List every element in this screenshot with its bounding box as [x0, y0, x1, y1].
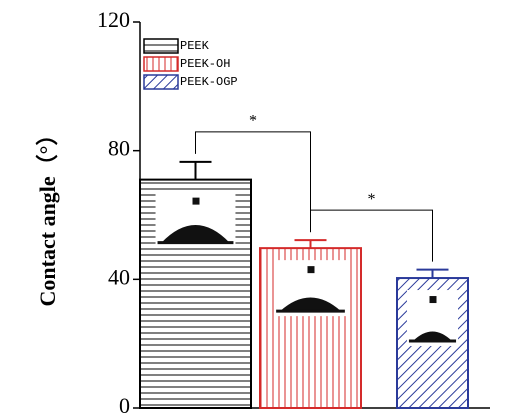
y-tick-label: 40	[108, 264, 130, 289]
y-tick-label: 80	[108, 136, 130, 161]
legend-swatch	[143, 74, 179, 90]
droplet	[280, 297, 341, 312]
legend-label: PEEK-OH	[180, 57, 230, 71]
y-tick-label: 120	[97, 7, 130, 32]
y-tick-label: 0	[119, 393, 130, 414]
droplet	[161, 225, 230, 243]
legend-swatch	[143, 38, 179, 54]
y-axis-label: Contact angle（°）	[35, 124, 60, 307]
inset-marker	[192, 197, 200, 205]
legend-swatch	[143, 56, 179, 72]
droplet	[412, 331, 453, 342]
significance-bracket	[195, 131, 311, 233]
legend-label: PEEK	[180, 39, 210, 53]
inset-marker	[429, 296, 437, 304]
inset-marker	[307, 266, 315, 274]
legend-label: PEEK-OGP	[180, 75, 238, 89]
significance-label: *	[368, 191, 376, 208]
significance-label: *	[249, 113, 257, 130]
significance-bracket	[310, 209, 433, 262]
